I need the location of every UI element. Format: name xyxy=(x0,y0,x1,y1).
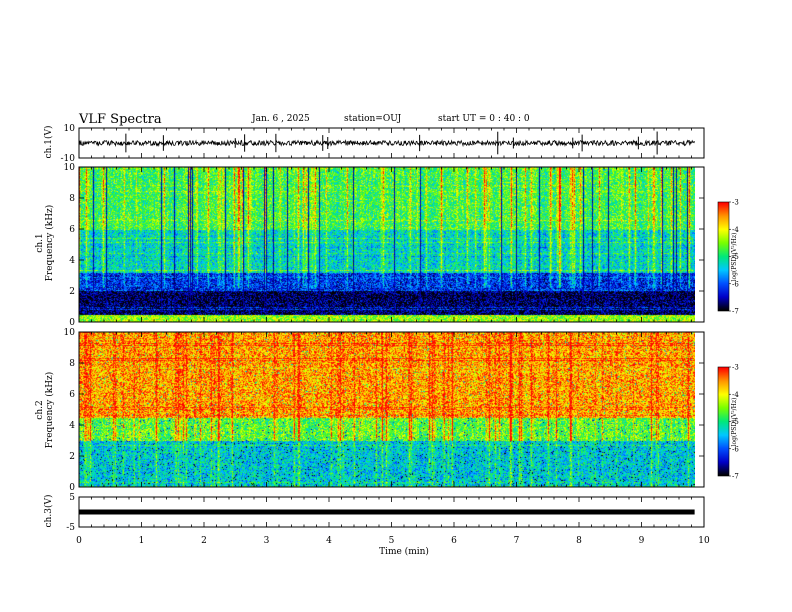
ch1-waveform-trace xyxy=(78,139,695,148)
x-tick-label: 4 xyxy=(326,536,332,546)
ch3-waveform-panel: 5 -5 xyxy=(66,493,705,533)
colorbar-tick-label: -6 xyxy=(732,280,739,288)
x-tick-label: 5 xyxy=(389,536,395,546)
y-tick-label: 6 xyxy=(69,390,75,400)
y-tick-label: 6 xyxy=(69,225,75,235)
ch1s-spectrogram-image xyxy=(79,167,695,322)
ch2-colorbar-label: log(PSD)(V²/Hz) xyxy=(731,397,738,447)
y-tick-label: 2 xyxy=(69,452,75,462)
start-ut-label: start UT = 0 : 40 : 0 xyxy=(438,114,530,124)
ch1-waveform-ylabel: ch.1(V) xyxy=(44,125,54,159)
figure-title: VLF Spectra xyxy=(79,112,162,127)
ch3-waveform-ylabel: ch.3(V) xyxy=(44,494,54,528)
ch2-colorbar: -3 -4 -5 -6 -7 xyxy=(717,364,739,481)
ch3-waveform-trace xyxy=(79,509,695,515)
colorbar-tick-label: -5 xyxy=(732,418,739,426)
y-tick-label: 10 xyxy=(64,163,76,173)
y-tick-label: 10 xyxy=(64,124,76,134)
colorbar-tick-label: -3 xyxy=(732,364,739,372)
time-axis: 0 1 2 3 4 5 6 7 8 9 10 xyxy=(76,536,710,546)
y-tick-label: 8 xyxy=(69,359,75,369)
y-tick-label: -10 xyxy=(61,154,76,164)
colorbar-tick-label: -5 xyxy=(732,253,739,261)
station-label: station=OUJ xyxy=(344,114,402,124)
colorbar-tick-label: -3 xyxy=(732,199,739,207)
ch1-colorbar: -3 -4 -5 -6 -7 xyxy=(717,199,739,316)
y-tick-label: 5 xyxy=(69,493,75,503)
x-tick-label: 10 xyxy=(698,536,710,546)
colorbar-tick-label: -6 xyxy=(732,445,739,453)
date-label: Jan. 6 , 2025 xyxy=(252,114,310,124)
x-tick-label: 6 xyxy=(451,536,457,546)
ch2-spectrogram-panel: 0 2 4 6 8 10 xyxy=(64,328,705,493)
y-tick-label: 4 xyxy=(69,421,75,431)
x-tick-label: 1 xyxy=(139,536,145,546)
x-tick-label: 2 xyxy=(201,536,207,546)
y-tick-label: 4 xyxy=(69,256,75,266)
x-tick-label: 3 xyxy=(264,536,270,546)
ch1-spectrogram-ylabel-freq: Frequency (kHz) xyxy=(45,204,55,282)
ch2-spectrogram-ylabel: ch.2 Frequency (kHz) xyxy=(35,360,55,460)
x-axis-label: Time (min) xyxy=(379,547,429,557)
x-tick-label: 9 xyxy=(639,536,645,546)
y-tick-label: 10 xyxy=(64,328,76,338)
ch2s-spectrogram-image xyxy=(79,332,695,487)
y-tick-label: 0 xyxy=(69,483,75,493)
ch1-spectrogram-ylabel: ch.1 Frequency (kHz) xyxy=(35,193,55,293)
colorbar-tick-label: -4 xyxy=(732,226,739,234)
ch2-spectrogram-ylabel-channel: ch.2 xyxy=(35,400,45,420)
ch1-colorbar-label: log(PSD)(V²/Hz) xyxy=(731,232,738,282)
x-tick-label: 7 xyxy=(514,536,520,546)
y-tick-label: 0 xyxy=(69,318,75,328)
colorbar-tick-label: -4 xyxy=(732,391,739,399)
y-tick-label: 2 xyxy=(69,287,75,297)
colorbar-gradient xyxy=(718,202,729,311)
colorbar-gradient xyxy=(718,367,729,476)
y-tick-label: -5 xyxy=(66,523,75,533)
colorbar-tick-label: -7 xyxy=(732,473,739,481)
colorbar-tick-label: -7 xyxy=(732,308,739,316)
x-tick-label: 0 xyxy=(76,536,82,546)
y-tick-label: 8 xyxy=(69,194,75,204)
ch1-spectrogram-panel: 0 2 4 6 8 10 xyxy=(64,163,705,328)
ch1-waveform-panel: 10 -10 xyxy=(61,124,705,164)
x-tick-label: 8 xyxy=(576,536,582,546)
ch2-spectrogram-ylabel-freq: Frequency (kHz) xyxy=(45,371,55,449)
ch1-spectrogram-ylabel-channel: ch.1 xyxy=(35,233,45,253)
